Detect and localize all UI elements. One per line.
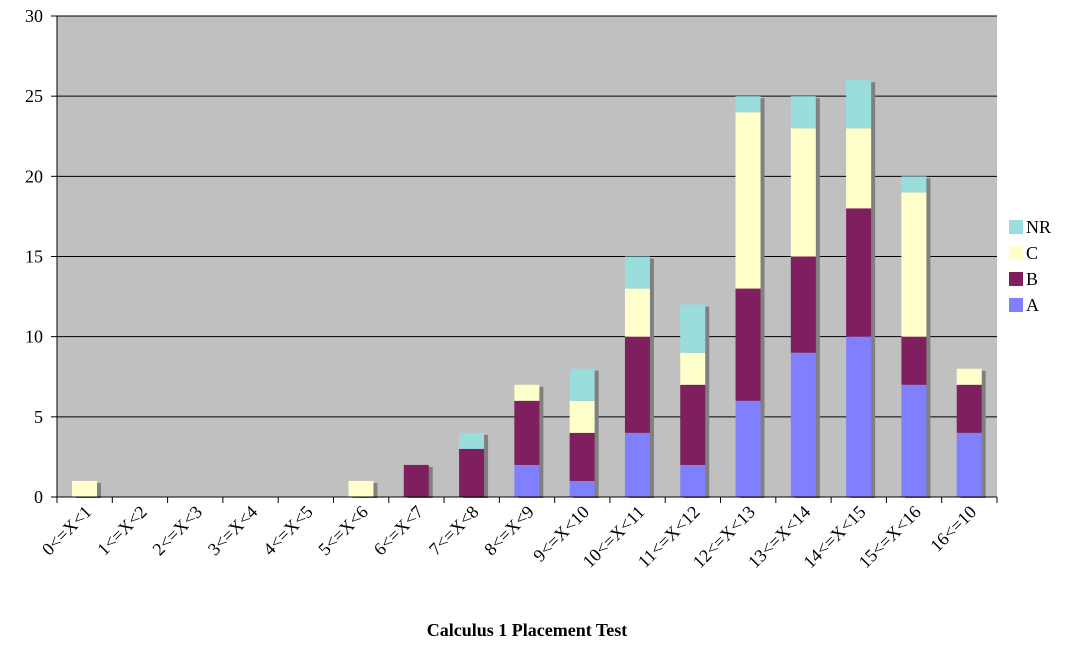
legend-label-b: B (1026, 269, 1038, 289)
x-tick-label: 3<=X<4 (204, 502, 262, 560)
bar-segment-nr (790, 96, 816, 129)
bar-segment-a (514, 464, 540, 497)
y-tick-labels: 0 5 10 15 20 25 30 (25, 6, 43, 507)
bar-segment-nr (846, 80, 872, 129)
legend-label-nr: NR (1026, 217, 1051, 237)
bar-segment-nr (624, 256, 650, 289)
bar-segment-b (790, 256, 816, 353)
bar-segment-c (569, 400, 595, 433)
bar-segment-b (680, 384, 706, 465)
x-tick-label: 5<=X<6 (314, 502, 372, 560)
bar-segment-a (846, 336, 872, 497)
bar-segment-nr (459, 432, 485, 449)
bar-segment-nr (569, 368, 595, 401)
y-tick-label: 20 (25, 166, 43, 186)
x-tick-label: 2<=X<3 (148, 502, 206, 560)
bar-segment-c (72, 480, 97, 497)
bar-segment-b (735, 288, 761, 401)
legend-swatch-c (1009, 246, 1023, 260)
x-tick-label: 4<=X<5 (259, 502, 317, 560)
x-tick-label: 1<=X<2 (93, 502, 151, 560)
bar-segment-c (348, 480, 374, 497)
bar-segment-nr (680, 304, 706, 353)
bar-segment-c (956, 368, 982, 385)
legend-swatch-a (1009, 298, 1023, 312)
bar-segment-c (735, 112, 761, 289)
bar-segment-b (846, 208, 872, 337)
bar-segment-a (790, 352, 816, 497)
y-tick-label: 0 (34, 487, 43, 507)
chart-title: Calculus 1 Placement Test (427, 620, 628, 640)
bar-segment-a (624, 432, 650, 497)
bar-segment-c (514, 384, 540, 401)
legend-label-c: C (1026, 243, 1038, 263)
bar-segment-a (735, 400, 761, 497)
bar-segment-c (624, 288, 650, 337)
legend: NR CBA (1009, 217, 1051, 315)
y-tick-label: 10 (25, 327, 43, 347)
axes (51, 15, 998, 503)
y-tick-label: 15 (25, 247, 43, 267)
y-tick-label: 30 (25, 6, 43, 26)
bar-segment-b (901, 336, 927, 385)
bar-segment-a (569, 480, 595, 497)
bar-segment-nr (901, 176, 927, 193)
bar-segment-b (569, 432, 595, 481)
x-tick-label: 0<=X<1 (38, 502, 96, 560)
x-tick-label: 7<=X<8 (425, 502, 483, 560)
gridlines (57, 15, 997, 418)
bar-segment-c (680, 352, 706, 385)
bar-segment-nr (735, 96, 761, 113)
bar-segment-b (624, 336, 650, 433)
bar-segment-c (846, 128, 872, 209)
y-tick-label: 5 (34, 407, 43, 427)
bar-segment-c (901, 192, 927, 337)
x-tick-labels: 0<=X<11<=X<22<=X<33<=X<44<=X<55<=X<66<=X… (38, 502, 980, 572)
x-tick-label: 16<=10 (926, 502, 980, 556)
bar-segment-b (514, 400, 540, 465)
bar-segment-a (901, 384, 927, 497)
legend-swatch-b (1009, 272, 1023, 286)
bar-segment-c (790, 128, 816, 257)
bar-segment-b (403, 464, 429, 497)
bars (72, 80, 986, 499)
bar-segment-a (956, 432, 982, 497)
x-tick-label: 6<=X<7 (370, 502, 428, 560)
bar-segment-b (956, 384, 982, 433)
legend-swatch-nr (1009, 220, 1023, 234)
bar-segment-a (680, 464, 706, 497)
y-tick-label: 25 (25, 86, 43, 106)
bar-segment-b (459, 448, 485, 497)
legend-label-a: A (1026, 295, 1039, 315)
